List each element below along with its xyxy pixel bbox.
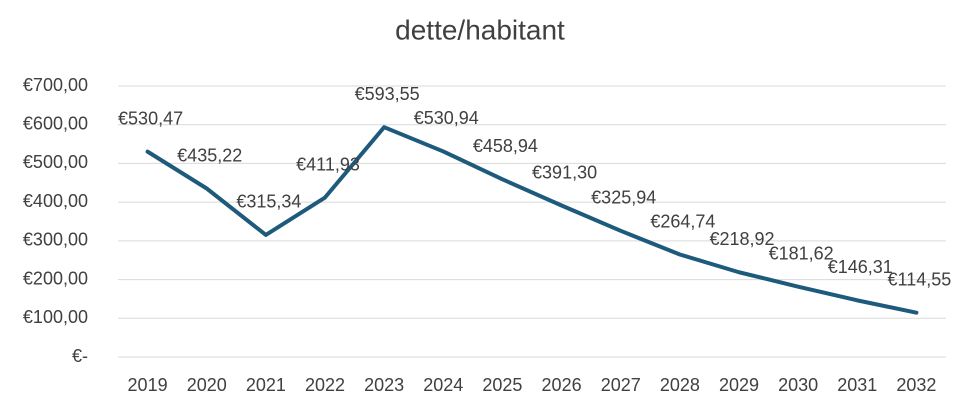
chart-title: dette/habitant: [395, 14, 565, 45]
x-tick-label: 2027: [601, 375, 641, 395]
x-tick-label: 2026: [542, 375, 582, 395]
data-label: €181,62: [769, 243, 834, 263]
x-tick-label: 2029: [719, 375, 759, 395]
data-label: €593,55: [355, 84, 420, 104]
y-tick-label: €200,00: [23, 268, 88, 288]
y-tick-label: €-: [72, 346, 88, 366]
data-label: €391,30: [532, 162, 597, 182]
x-tick-label: 2032: [896, 375, 936, 395]
data-label: €218,92: [709, 229, 774, 249]
data-label: €411,93: [296, 154, 360, 174]
data-label: €315,34: [236, 192, 301, 212]
x-tick-label: 2030: [778, 375, 818, 395]
x-tick-label: 2025: [482, 375, 522, 395]
data-label: €264,74: [650, 211, 715, 231]
data-label: €146,31: [828, 257, 893, 277]
x-tick-label: 2022: [305, 375, 345, 395]
y-tick-label: €300,00: [23, 230, 88, 250]
data-label: €458,94: [473, 136, 538, 156]
data-label: €530,94: [414, 108, 479, 128]
data-label: €325,94: [591, 188, 656, 208]
data-line: [145, 125, 919, 315]
y-tick-label: €100,00: [23, 307, 88, 327]
x-tick-label: 2023: [364, 375, 404, 395]
x-tick-label: 2024: [423, 375, 463, 395]
y-tick-label: €500,00: [23, 152, 88, 172]
x-tick-label: 2019: [128, 375, 168, 395]
data-label: €435,22: [177, 145, 242, 165]
y-tick-label: €700,00: [23, 75, 88, 95]
x-tick-label: 2028: [660, 375, 700, 395]
x-tick-label: 2021: [246, 375, 286, 395]
y-tick-label: €400,00: [23, 191, 88, 211]
data-label: €114,55: [888, 269, 952, 289]
y-tick-label: €600,00: [23, 113, 88, 133]
x-tick-label: 2031: [837, 375, 877, 395]
data-label: €530,47: [118, 108, 183, 128]
x-tick-label: 2020: [187, 375, 227, 395]
